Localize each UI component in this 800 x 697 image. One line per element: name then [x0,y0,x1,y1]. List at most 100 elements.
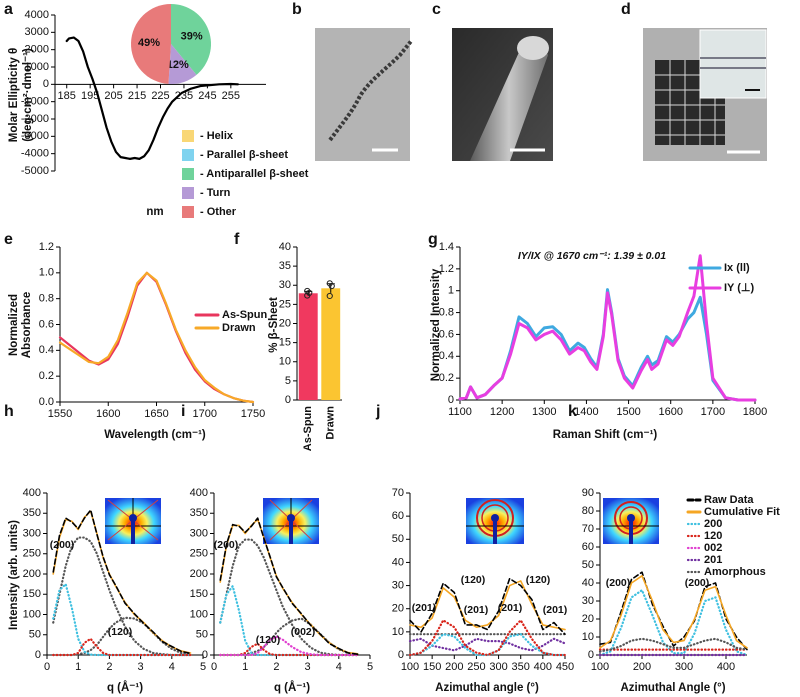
y-tick-label: 150 [190,588,208,600]
data-point [304,292,311,299]
y-tick-label: 10 [582,631,594,643]
y-tick-label: 1.0 [39,267,54,279]
panel-label: f [234,231,240,248]
x-tick-label: 5 [200,661,206,673]
x-tick-label: 1650 [144,408,168,420]
panel-label: h [4,403,14,420]
y-tick-label: 0 [35,649,41,661]
y-tick-label: 0 [43,78,49,90]
data-line [65,36,239,160]
panel-label: d [621,1,631,18]
annotation: (200) [50,539,75,551]
panel-label: i [181,403,185,420]
y-tick-label: 250 [190,548,208,560]
bar [321,288,341,400]
y-tick-label: 50 [392,533,404,545]
y-tick-label: 0.8 [39,293,54,305]
slice-label: 39% [181,30,203,42]
x-axis-label: q (Å⁻¹) [274,681,310,694]
y-tick-label: 0.2 [439,372,454,384]
data-line [219,517,359,655]
pie-slice [171,4,211,75]
y-tick-label: 50 [196,629,208,641]
y-tick-label: 35 [279,260,291,272]
x-tick-label: 1750 [241,408,265,420]
y-tick-label: 30 [392,579,404,591]
y-tick-label: 400 [190,487,208,499]
y-axis-label: Normalized [8,294,20,356]
x-tick-label: 235 [175,90,193,102]
annotation: (200) [214,539,239,551]
data-line [52,637,192,657]
y-tick-label: 60 [582,541,594,553]
annotation: IY/IX @ 1670 cm⁻¹: 1.39 ± 0.01 [518,250,666,262]
y-tick-label: 0 [202,649,208,661]
annotation: (002) [291,626,316,638]
x-tick-label: 1700 [701,406,725,418]
y-axis-label: (deg·cm²·dmol⁻¹) [22,48,34,142]
y-tick-label: 70 [392,487,404,499]
legend-label: Raw Data [704,494,754,506]
data-line [458,254,757,402]
y-tick-label: -3000 [21,130,49,142]
detector-inset [263,498,319,544]
detector-inset [603,498,659,544]
y-tick-label: 50 [582,559,594,571]
y-tick-label: 0.6 [39,318,54,330]
x-tick-label: 150 [423,661,441,673]
y-tick-label: 0 [448,394,454,406]
y-tick-label: 40 [392,556,404,568]
x-tick-label: 215 [128,90,146,102]
detector-inset [105,498,161,544]
y-axis-label: Absorbance [21,292,33,358]
x-tick-label: 2 [273,661,279,673]
legend-swatch [182,187,194,199]
x-tick-label: 1500 [616,406,640,418]
bar [298,293,318,400]
x-tick-label: 250 [467,661,485,673]
y-tick-label: 0.6 [439,328,454,340]
y-tick-label: 200 [190,568,208,580]
legend-swatch [182,206,194,218]
y-tick-label: 15 [279,337,291,349]
x-axis-label: q (Å⁻¹) [107,681,143,694]
y-tick-label: 40 [279,241,291,253]
x-tick-label: 1700 [193,408,217,420]
x-tick-label: 1600 [658,406,682,418]
y-tick-label: 30 [582,595,594,607]
annotation: (201) [543,604,568,616]
y-tick-label: 60 [392,510,404,522]
y-tick-label: 30 [279,279,291,291]
data-line [599,575,748,649]
y-tick-label: 20 [582,613,594,625]
annotation: (201) [464,604,489,616]
y-tick-label: 350 [23,507,41,519]
annotation: (120) [256,634,281,646]
x-tick-label: 200 [633,661,651,673]
optical-image [643,28,767,161]
data-line [52,509,192,655]
data-line [219,538,359,657]
x-tick-label: 245 [198,90,216,102]
panel-label: j [375,403,380,420]
x-tick-label: 3 [138,661,144,673]
x-axis-label: Azimuthal angle (°) [435,682,539,694]
y-tick-label: 250 [23,548,41,560]
y-tick-label: 1000 [25,61,49,73]
x-tick-label: 1 [75,661,81,673]
y-tick-label: -5000 [21,165,49,177]
x-tick-label: 350 [512,661,530,673]
x-tick-label: 2 [106,661,112,673]
x-tick-label: 1800 [743,406,767,418]
x-tick-label: 4 [336,661,342,673]
y-tick-label: 0.4 [39,344,54,356]
x-tick-label: 100 [591,661,609,673]
y-tick-label: 0 [588,649,594,661]
legend-label: - Parallel β-sheet [200,149,288,161]
y-tick-label: 2000 [25,44,49,56]
y-tick-label: 5 [285,375,291,387]
y-tick-label: 0.4 [439,350,454,362]
slice-label: 12% [167,59,189,71]
